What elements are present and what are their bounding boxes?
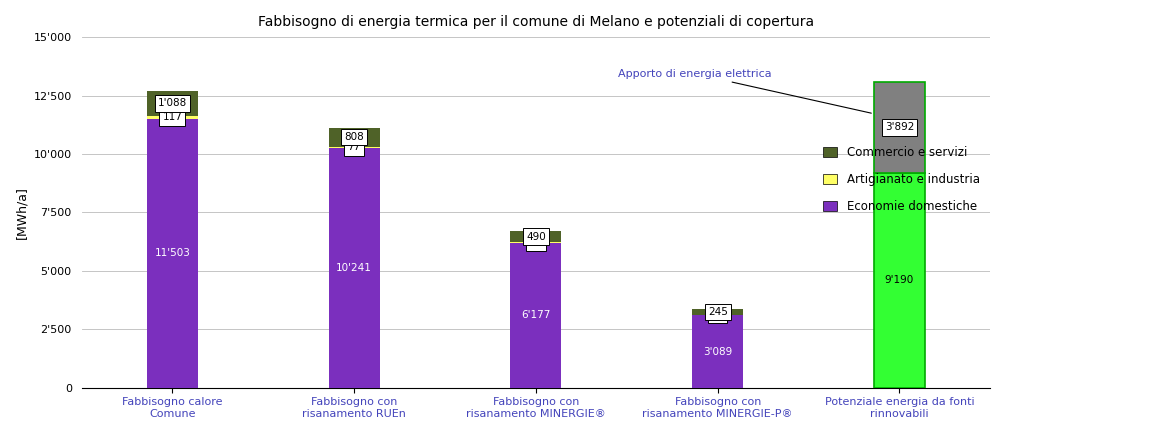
Text: 11'503: 11'503 — [154, 248, 191, 258]
Text: 45: 45 — [530, 238, 542, 248]
Text: 6'177: 6'177 — [521, 310, 551, 320]
Text: 3'089: 3'089 — [703, 347, 732, 357]
Bar — [874, 173, 925, 388]
Text: 77: 77 — [347, 142, 361, 152]
Bar — [511, 242, 561, 243]
Bar — [511, 231, 561, 242]
Bar — [328, 148, 380, 388]
Bar — [328, 147, 380, 148]
Bar — [874, 82, 925, 173]
Bar — [692, 315, 743, 316]
Text: 3'892: 3'892 — [885, 122, 914, 132]
Bar — [147, 91, 198, 116]
Text: 9'190: 9'190 — [885, 275, 914, 285]
Title: Fabbisogno di energia termica per il comune di Melano e potenziali di copertura: Fabbisogno di energia termica per il com… — [258, 15, 814, 29]
Text: 490: 490 — [526, 231, 546, 242]
Text: 1'088: 1'088 — [158, 99, 187, 108]
Bar — [328, 128, 380, 147]
Bar — [147, 119, 198, 388]
Text: 245: 245 — [707, 307, 727, 317]
Text: Apporto di energia elettrica: Apporto di energia elettrica — [617, 69, 871, 113]
Y-axis label: [MWh/a]: [MWh/a] — [15, 186, 28, 239]
Text: 808: 808 — [345, 132, 364, 142]
Bar — [511, 243, 561, 388]
Text: 39: 39 — [711, 310, 725, 320]
Bar — [692, 309, 743, 315]
Bar — [692, 316, 743, 388]
Legend: Commercio e servizi, Artigianato e industria, Economie domestiche: Commercio e servizi, Artigianato e indus… — [818, 141, 984, 218]
Bar — [147, 116, 198, 119]
Text: 10'241: 10'241 — [337, 263, 372, 273]
Text: 117: 117 — [162, 112, 182, 122]
